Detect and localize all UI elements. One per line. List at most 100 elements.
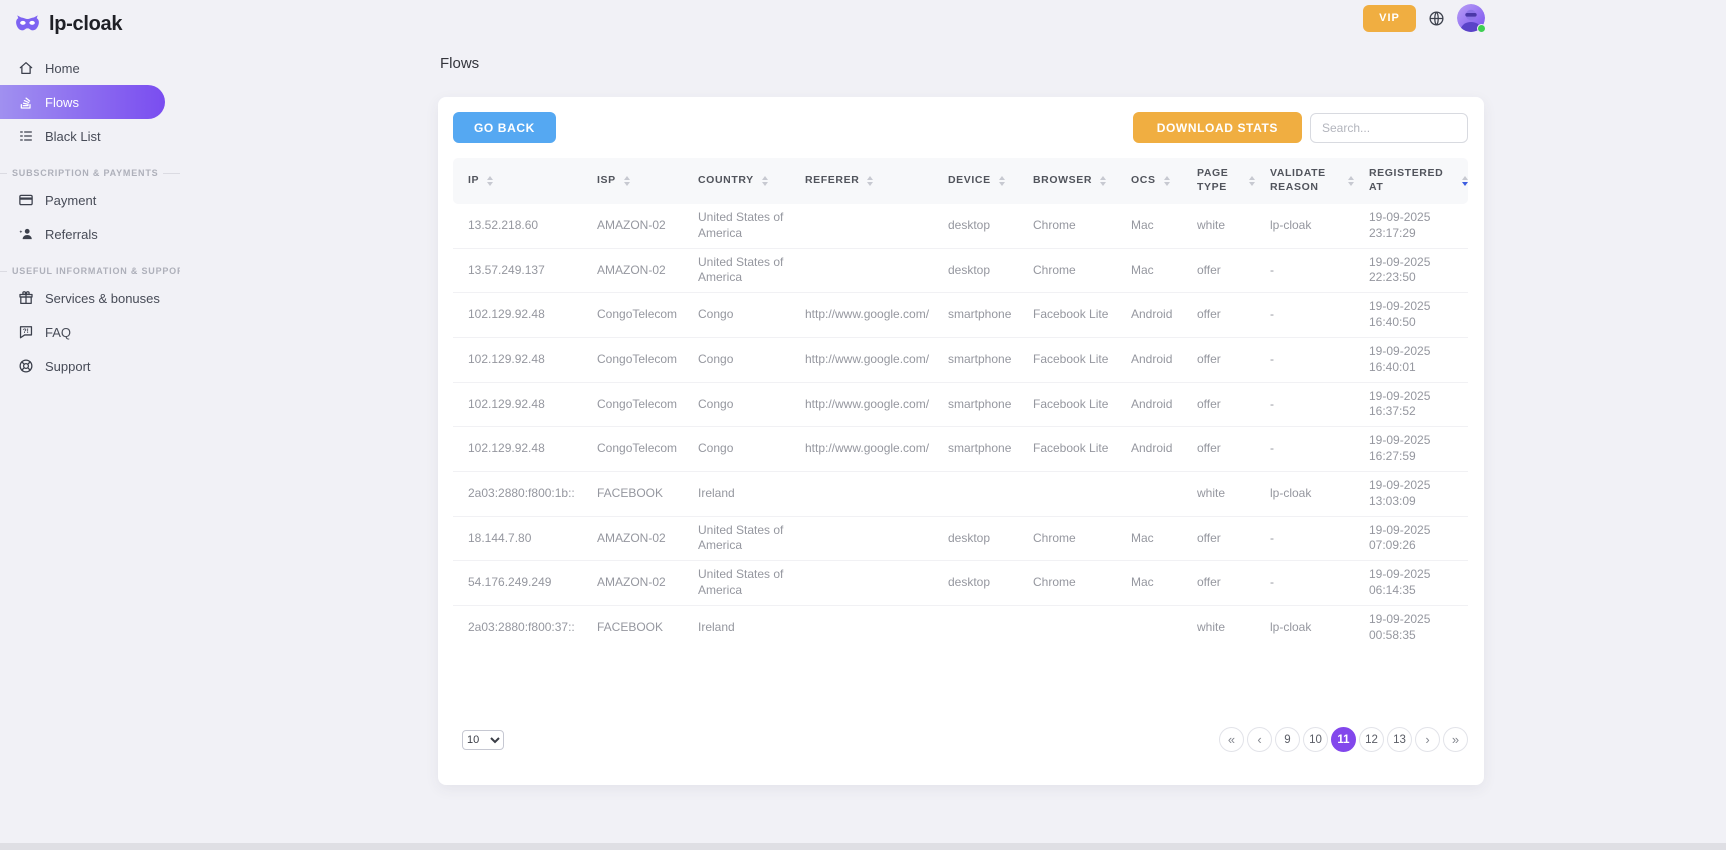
cell-page-type: offer xyxy=(1182,515,1255,561)
cell-device xyxy=(933,604,1018,650)
cell-device xyxy=(933,470,1018,517)
cell-registered-at: 19-09-2025 22:23:50 xyxy=(1354,247,1468,293)
pagination-next[interactable]: › xyxy=(1415,727,1440,752)
table-row: 13.52.218.60 AMAZON-02 United States of Am… xyxy=(453,204,1468,248)
cell-browser: Chrome xyxy=(1018,515,1116,561)
cell-browser: Chrome xyxy=(1033,217,1076,232)
sidebar-item-label: Services & bonuses xyxy=(45,290,160,306)
column-header-country[interactable]: COUNTRY xyxy=(683,158,790,204)
pagination-page-13[interactable]: 13 xyxy=(1387,727,1412,752)
sidebar-item-faq[interactable]: ?! FAQ xyxy=(0,315,180,349)
cell-isp: CongoTelecom xyxy=(582,292,683,338)
sidebar-nav: Home Flows Black List SUBSCRIPTION & PAYMEN… xyxy=(0,51,180,383)
cell-registered-at: 19-09-2025 13:03:09 xyxy=(1354,470,1468,517)
page-size-select[interactable]: 10 xyxy=(462,729,504,750)
search-input[interactable] xyxy=(1310,112,1468,143)
download-stats-button[interactable]: DOWNLOAD STATS xyxy=(1132,112,1302,143)
cell-page-type: white xyxy=(1197,217,1226,232)
cell-isp: CongoTelecom xyxy=(582,426,683,472)
pagination: «‹ 9 10 11 12 13 ›» xyxy=(1219,727,1468,752)
cell-browser xyxy=(1018,470,1116,517)
cell-registered-at: 19-09-2025 16:40:01 xyxy=(1354,336,1468,383)
sidebar-item-flows[interactable]: Flows xyxy=(0,85,165,119)
pagination-first[interactable]: « xyxy=(1219,727,1244,752)
cell-ip: 54.176.249.249 xyxy=(453,560,582,606)
vip-button[interactable]: VIP xyxy=(1363,4,1416,32)
cell-referer xyxy=(790,604,933,650)
sidebar-item-services-bonuses[interactable]: Services & bonuses xyxy=(0,281,180,315)
pagination-last[interactable]: » xyxy=(1443,727,1468,752)
column-label: DEVICE xyxy=(948,174,991,187)
column-header-ip[interactable]: IP xyxy=(453,158,582,204)
cell-country: Ireland xyxy=(683,604,790,650)
cell-referer xyxy=(790,560,933,606)
pagination-page-10[interactable]: 10 xyxy=(1303,727,1328,752)
cell-page-type: offer xyxy=(1182,292,1255,338)
sidebar-item-black-list[interactable]: Black List xyxy=(0,119,180,153)
cell-registered-at: 19-09-2025 16:27:59 xyxy=(1354,426,1468,472)
sort-icon xyxy=(1163,176,1170,186)
table-row: 13.57.249.137 AMAZON-02 United States of A… xyxy=(453,247,1468,293)
horizontal-scrollbar[interactable] xyxy=(0,843,1726,850)
sidebar-item-payment[interactable]: Payment xyxy=(0,183,180,217)
support-icon xyxy=(17,358,34,374)
column-header-device[interactable]: DEVICE xyxy=(933,158,1018,204)
column-label: BROWSER xyxy=(1033,174,1093,187)
cell-page-type: white xyxy=(1182,604,1255,650)
cell-ocs xyxy=(1116,604,1182,650)
column-header-validate-reason[interactable]: VALIDATE REASON xyxy=(1255,158,1354,204)
user-avatar[interactable] xyxy=(1457,4,1486,35)
cell-isp: CongoTelecom xyxy=(582,381,683,427)
pagination-page-9[interactable]: 9 xyxy=(1275,727,1300,752)
cell-country: Ireland xyxy=(683,470,790,517)
column-header-registered-at[interactable]: REGISTERED AT xyxy=(1354,158,1468,204)
cell-referer: http://www.google.com/ xyxy=(790,336,933,383)
cell-ip: 2a03:2880:f800:1b:: xyxy=(453,470,582,517)
column-header-ocs[interactable]: OCS xyxy=(1116,158,1182,204)
sidebar-item-support[interactable]: Support xyxy=(0,349,180,383)
column-header-referer[interactable]: REFERER xyxy=(790,158,933,204)
sidebar-item-home[interactable]: Home xyxy=(0,51,180,85)
cell-validate-reason: lp-cloak xyxy=(1255,470,1354,517)
sidebar-item-referrals[interactable]: Referrals xyxy=(0,217,180,251)
sidebar: lp-cloak Home Flows Black List SUBSCRIPTION… xyxy=(0,0,180,383)
sort-icon xyxy=(1462,176,1468,186)
flows-icon xyxy=(17,94,34,110)
column-label: ISP xyxy=(597,174,616,187)
column-label: IP xyxy=(468,174,480,187)
column-header-isp[interactable]: ISP xyxy=(582,158,683,204)
pagination-page-12[interactable]: 12 xyxy=(1359,727,1384,752)
table-row: 102.129.92.48 CongoTelecom Congo http://www… xyxy=(453,292,1468,338)
home-icon xyxy=(17,60,34,76)
go-back-button[interactable]: GO BACK xyxy=(453,112,556,143)
table-row: 2a03:2880:f800:37:: FACEBOOK Ireland white l… xyxy=(453,604,1468,650)
column-header-browser[interactable]: BROWSER xyxy=(1018,158,1116,204)
cell-page-type: offer xyxy=(1182,247,1255,293)
brand-logo[interactable]: lp-cloak xyxy=(0,0,180,36)
cell-browser: Chrome xyxy=(1018,247,1116,293)
table-row: 102.129.92.48 CongoTelecom Congo http://www… xyxy=(453,336,1468,383)
cell-validate-reason: - xyxy=(1255,426,1354,472)
sidebar-item-label: Referrals xyxy=(45,226,98,242)
cell-country: Congo xyxy=(683,336,790,383)
sidebar-section-heading-subscription-payments: SUBSCRIPTION & PAYMENTS xyxy=(0,168,180,178)
cell-country: Congo xyxy=(683,292,790,338)
sidebar-item-label: Home xyxy=(45,60,80,76)
flows-card: GO BACK DOWNLOAD STATS IP ISP COUNTRY REFER… xyxy=(438,97,1484,785)
cell-page-type: white xyxy=(1182,470,1255,517)
cell-isp: AMAZON-02 xyxy=(582,515,683,561)
sidebar-item-label: Black List xyxy=(45,128,101,144)
cell-browser: Facebook Lite xyxy=(1018,336,1116,383)
cell-ip: 102.129.92.48 xyxy=(453,292,582,338)
column-header-page-type[interactable]: PAGE TYPE xyxy=(1182,158,1255,204)
cell-referer: http://www.google.com/ xyxy=(790,426,933,472)
pagination-page-11[interactable]: 11 xyxy=(1331,727,1356,752)
cell-registered-at: 19-09-2025 07:09:26 xyxy=(1354,515,1468,561)
cell-country: United States of America xyxy=(698,210,784,240)
table-header-row: IP ISP COUNTRY REFERER DEVICE BROWSER OCS PAGE … xyxy=(453,158,1468,204)
cell-ocs: Mac xyxy=(1131,217,1154,232)
pagination-prev[interactable]: ‹ xyxy=(1247,727,1272,752)
faq-icon: ?! xyxy=(17,324,34,340)
cell-browser xyxy=(1018,604,1116,650)
globe-icon[interactable] xyxy=(1428,10,1445,27)
